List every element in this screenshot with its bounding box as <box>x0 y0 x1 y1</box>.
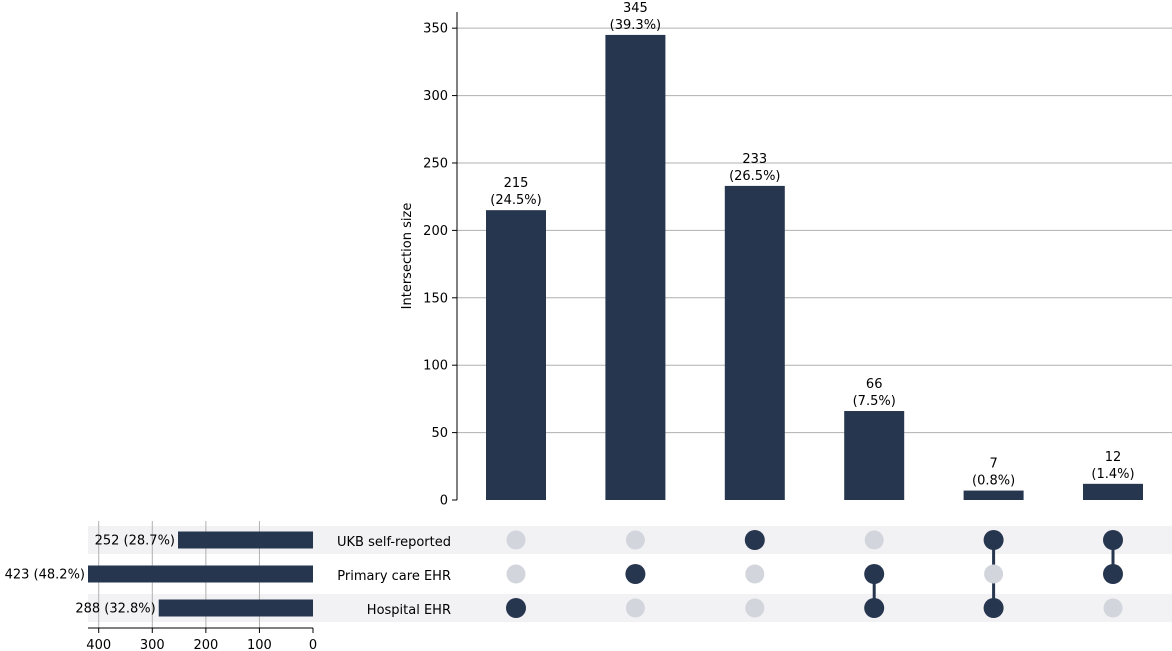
y-tick-label: 350 <box>423 22 448 37</box>
y-axis-label: Intersection size <box>400 203 415 310</box>
intersection-bar-labels: 215 (24.5%) 345 (39.3%) 233 (26.5%) 66 (7.5%) 7 (… <box>490 1 1134 489</box>
bar-count-label: 66 <box>866 377 883 392</box>
y-tick-label: 300 <box>423 89 448 104</box>
set-size-bar <box>88 565 313 583</box>
y-tick-label: 50 <box>431 426 448 441</box>
bar-count-label: 12 <box>1105 450 1122 465</box>
matrix-dot-inactive <box>506 530 526 550</box>
set-name-label: Hospital EHR <box>367 603 451 618</box>
membership-matrix <box>506 530 1123 618</box>
intersection-y-axis: Intersection size 0 50 100 150 200 250 300 350 <box>400 12 458 509</box>
matrix-dot-inactive <box>984 564 1004 584</box>
set-size-bars: 252 (28.7%) 423 (48.2%) 288 (32.8%) <box>5 531 313 617</box>
y-tick-label: 0 <box>440 494 448 509</box>
intersection-bar <box>1083 483 1143 500</box>
intersection-bar <box>963 490 1024 500</box>
intersection-gridlines <box>457 27 1172 434</box>
matrix-dot-active <box>1103 530 1123 550</box>
matrix-dot-inactive <box>625 530 645 550</box>
size-tick-label: 0 <box>309 638 317 651</box>
matrix-dot-active <box>625 564 646 584</box>
bar-percent-label: (7.5%) <box>853 394 896 409</box>
bar-count-label: 215 <box>504 176 529 191</box>
matrix-dot-active <box>506 598 526 618</box>
matrix-dot-inactive <box>1103 598 1123 618</box>
matrix-dot-active <box>744 530 765 550</box>
set-size-x-axis: 400 300 200 100 0 <box>86 627 317 651</box>
matrix-dot-active <box>1103 564 1123 584</box>
bar-percent-label: (1.4%) <box>1091 467 1134 482</box>
size-tick-label: 400 <box>86 638 111 651</box>
matrix-dot-inactive <box>745 564 765 584</box>
bar-percent-label: (0.8%) <box>972 474 1015 489</box>
bar-count-label: 345 <box>623 1 648 16</box>
y-tick-label: 100 <box>423 359 448 374</box>
y-tick-label: 200 <box>423 224 448 239</box>
set-size-label: 423 (48.2%) <box>5 568 85 583</box>
bar-count-label: 7 <box>989 457 997 472</box>
matrix-dot-inactive <box>506 564 526 584</box>
intersection-bar <box>724 185 785 500</box>
matrix-dot-active <box>864 564 885 584</box>
y-tick-label: 150 <box>423 291 448 306</box>
set-name-labels: UKB self-reported Primary care EHR Hospita… <box>337 535 451 618</box>
y-tick-label: 250 <box>423 156 448 171</box>
size-tick-label: 100 <box>247 638 272 651</box>
bar-percent-label: (39.3%) <box>610 18 661 33</box>
intersection-bar <box>486 210 546 500</box>
size-tick-label: 200 <box>193 638 218 651</box>
bar-count-label: 233 <box>742 152 767 167</box>
set-name-label: Primary care EHR <box>337 569 451 584</box>
set-size-bar <box>158 599 313 617</box>
set-size-bar <box>178 531 313 549</box>
bar-percent-label: (24.5%) <box>490 193 541 208</box>
set-size-label: 252 (28.7%) <box>95 534 175 549</box>
intersection-bars <box>486 34 1143 501</box>
intersection-bar <box>605 34 666 501</box>
matrix-dot-inactive <box>625 598 645 618</box>
matrix-dot-inactive <box>745 598 765 618</box>
intersection-bar <box>844 411 905 500</box>
set-size-label: 288 (32.8%) <box>75 602 155 617</box>
bar-percent-label: (26.5%) <box>729 169 780 184</box>
matrix-dot-active <box>864 598 885 618</box>
matrix-dot-active <box>983 598 1004 618</box>
matrix-dot-active <box>983 530 1004 550</box>
set-name-label: UKB self-reported <box>337 535 451 550</box>
matrix-dot-inactive <box>864 530 884 550</box>
size-tick-label: 300 <box>140 638 165 651</box>
